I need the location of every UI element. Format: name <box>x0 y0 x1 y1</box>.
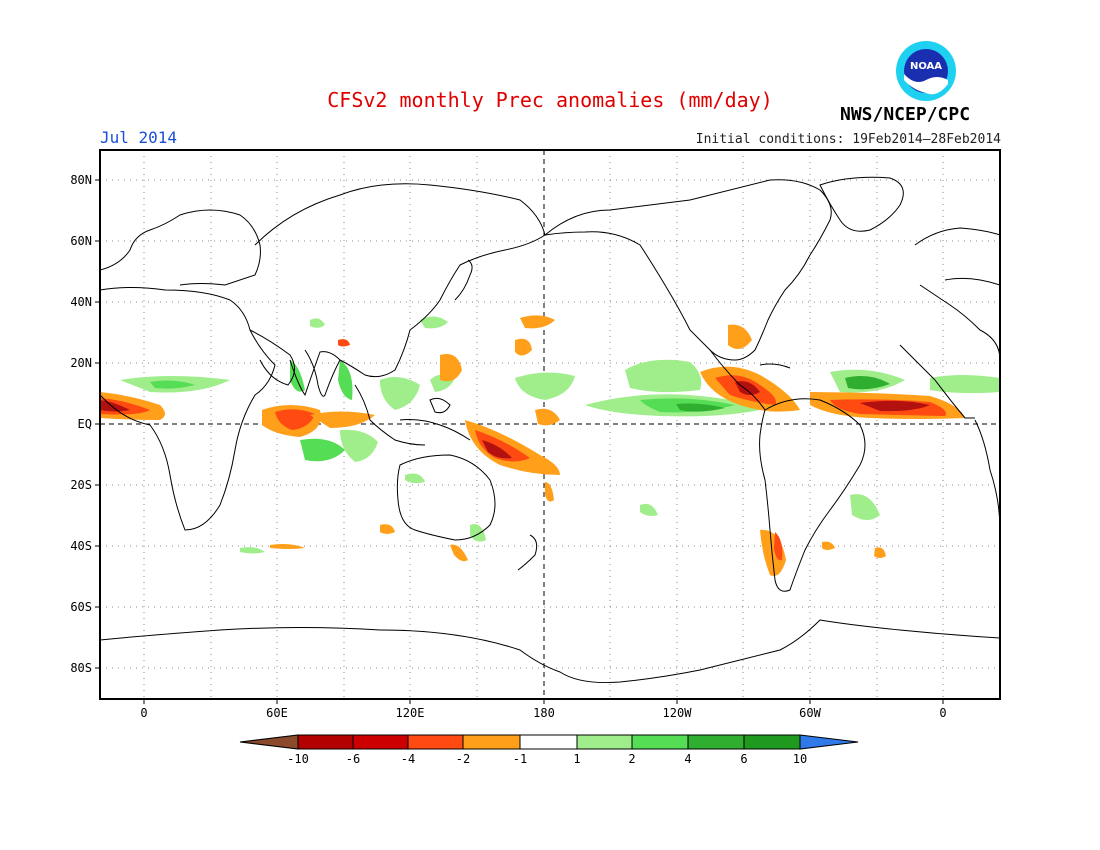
lon-label-180: 180 <box>533 706 555 720</box>
lat-label-eq: EQ <box>77 417 92 431</box>
colorbar-label-4: 4 <box>684 752 692 766</box>
lat-label-80n: 80N <box>70 173 92 187</box>
lat-label-80s: 80S <box>70 661 92 675</box>
colorbar-label-6: 6 <box>740 752 748 766</box>
colorbar-seg-10-6 <box>297 734 354 750</box>
colorbar-seg-2-1 <box>462 734 521 750</box>
colorbar-seg-gt-10 <box>799 734 859 750</box>
coastlines <box>100 176 1000 683</box>
colorbar-seg-6-10 <box>743 734 801 750</box>
lat-label-20n: 20N <box>70 356 92 370</box>
colorbar-label-1: 1 <box>573 752 581 766</box>
colorbar-label-neg2: -2 <box>455 752 471 766</box>
svg-text:NOAA: NOAA <box>910 61 942 72</box>
colorbar-seg-2-4 <box>631 734 689 750</box>
initial-conditions: Initial conditions: 19Feb2014–28Feb2014 <box>695 132 1001 147</box>
lat-label-40n: 40N <box>70 295 92 309</box>
colorbar-label-neg4: -4 <box>400 752 416 766</box>
colorbar-seg-1-2 <box>576 734 633 750</box>
colorbar-label-2: 2 <box>628 752 636 766</box>
lon-label-0-east: 0 <box>939 706 947 720</box>
colorbar-seg-1-1 <box>519 734 578 750</box>
lat-label-60n: 60N <box>70 234 92 248</box>
map-title: CFSv2 monthly Prec anomalies (mm/day) <box>327 88 773 112</box>
lon-label-60w: 60W <box>799 706 821 720</box>
lat-label-20s: 20S <box>70 478 92 492</box>
colorbar-seg-lt-10 <box>239 734 299 750</box>
wet-anomalies <box>120 316 1000 554</box>
lat-label-60s: 60S <box>70 600 92 614</box>
lon-label-120e: 120E <box>395 706 425 720</box>
lat-label-40s: 40S <box>70 539 92 553</box>
lon-label-60e: 60E <box>266 706 288 720</box>
colorbar-label-10: 10 <box>792 752 808 766</box>
colorbar-seg-6-4 <box>352 734 409 750</box>
colorbar-label-neg10: -10 <box>287 752 309 766</box>
colorbar-label-neg6: -6 <box>345 752 361 766</box>
colorbar <box>239 734 859 750</box>
colorbar-seg-4-2 <box>407 734 464 750</box>
colorbar-label-neg1: -1 <box>512 752 528 766</box>
lon-label-0-west: 0 <box>140 706 148 720</box>
agency-label: NWS/NCEP/CPC <box>840 104 971 125</box>
noaa-logo-icon: NOAA <box>896 41 956 101</box>
forecast-month: Jul 2014 <box>100 128 178 147</box>
tick-marks <box>95 179 944 704</box>
dry-anomalies <box>100 315 965 576</box>
colorbar-seg-4-6 <box>687 734 745 750</box>
lon-label-120w: 120W <box>662 706 692 720</box>
